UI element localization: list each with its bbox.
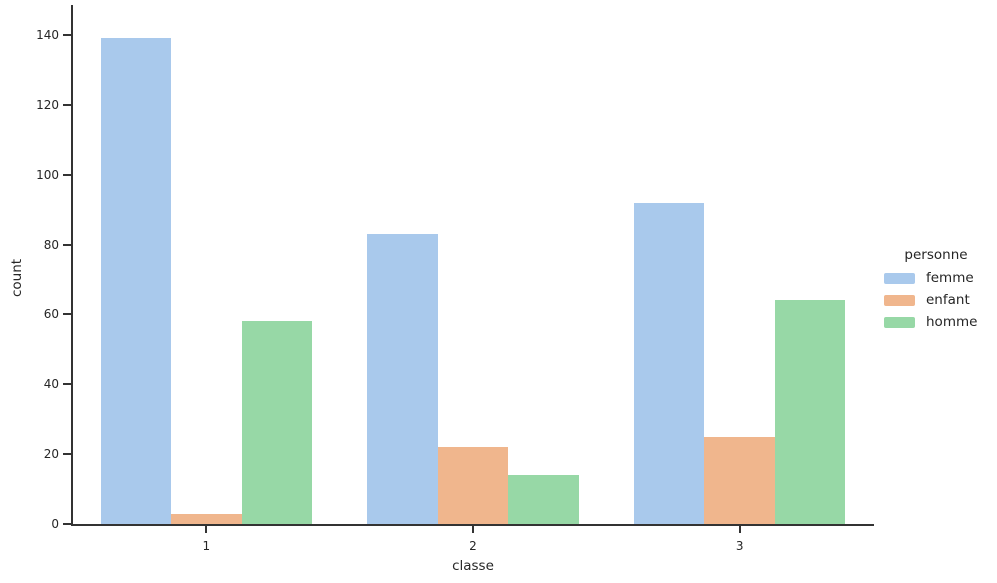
legend-items: femme enfant homme — [884, 271, 988, 330]
plot-area: 0 20 40 60 80 100 120 140 1 2 3 — [36, 0, 874, 553]
legend-label-enfant: enfant — [926, 292, 970, 308]
y-tick-label: 80 — [43, 237, 59, 252]
y-axis-spine — [71, 5, 73, 526]
x-tick-mark — [738, 526, 741, 533]
x-tick-mark — [472, 526, 474, 533]
y-tick-label: 100 — [36, 167, 59, 182]
bar-homme-classe-2 — [508, 475, 579, 524]
y-tick-label: 120 — [36, 97, 59, 112]
y-tick-mark — [63, 523, 71, 525]
bar-femme-classe-2 — [367, 234, 438, 524]
bar-enfant-classe-3 — [704, 436, 775, 524]
x-tick-label-1: 1 — [202, 539, 211, 553]
bar-enfant-classe-1 — [171, 513, 242, 524]
y-tick-label: 40 — [43, 377, 59, 392]
y-axis-label: count — [9, 258, 25, 298]
y-tick-label: 140 — [36, 27, 59, 42]
y-tick-mark — [63, 243, 71, 246]
legend-label-femme: femme — [926, 270, 974, 286]
bar-homme-classe-1 — [241, 321, 313, 524]
x-tick-label-2: 2 — [469, 539, 477, 553]
bar-femme-classe-1 — [100, 38, 172, 524]
legend-swatch-femme — [884, 273, 915, 284]
x-tick-mark — [205, 526, 208, 533]
y-tick-label: 20 — [43, 447, 59, 462]
legend-label-homme: homme — [926, 314, 978, 330]
legend-title: personne — [904, 247, 968, 263]
x-axis-label: classe — [452, 558, 494, 574]
legend-row-femme: femme — [884, 271, 988, 286]
legend-row-enfant: enfant — [884, 293, 988, 308]
y-tick-label: 0 — [51, 517, 59, 531]
y-tick-mark — [63, 383, 71, 386]
bar-enfant-classe-2 — [437, 447, 509, 524]
legend: personne femme enfant homme — [884, 247, 988, 330]
y-tick-mark — [63, 453, 71, 456]
bar-homme-classe-3 — [774, 300, 846, 524]
y-tick-label: 60 — [43, 307, 59, 322]
y-tick-mark — [63, 313, 71, 316]
bar-femme-classe-3 — [633, 202, 705, 524]
x-axis-spine — [71, 524, 874, 526]
legend-swatch-enfant — [884, 295, 915, 306]
legend-row-homme: homme — [884, 315, 988, 330]
y-tick-mark — [63, 173, 71, 176]
legend-swatch-homme — [884, 317, 915, 328]
x-tick-label-3: 3 — [735, 539, 744, 553]
y-tick-mark — [63, 103, 71, 106]
y-tick-mark — [63, 33, 71, 36]
